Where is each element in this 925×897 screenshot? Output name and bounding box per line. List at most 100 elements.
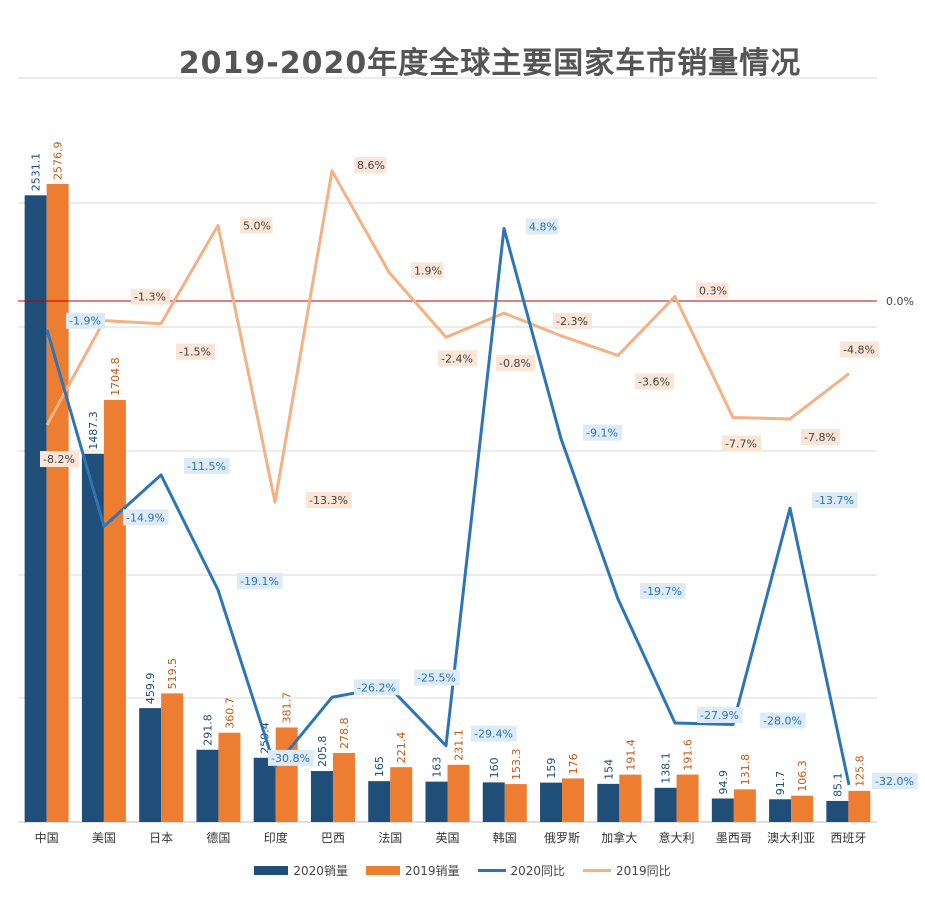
bar-2020 [253,757,276,822]
category-label: 西班牙 [830,831,866,845]
bar-2020 [826,800,849,822]
bar-value-label: 153.3 [510,749,523,781]
line-label-bg [872,773,918,789]
bar-value-label: 191.4 [624,739,637,771]
line-label-bg [722,435,761,452]
line-label-bg [354,679,400,696]
bar-value-label: 221.4 [395,732,408,764]
line-label-bg [697,706,743,723]
line-value-label: -11.5% [187,460,226,473]
line-label-bg [496,355,535,372]
category-label: 印度 [264,830,288,845]
legend-item-2019-yoy: 2019同比 [583,862,671,879]
bar-2019 [676,774,699,822]
bar-2020 [139,708,162,822]
bar-2019 [619,774,642,822]
category-label: 巴西 [321,831,345,845]
bar-value-label: 1487.3 [87,411,100,450]
line-label-bg [583,424,622,441]
bar-2019 [161,693,184,822]
bar-2019 [218,732,241,822]
line-label-bg [411,262,444,279]
category-label: 韩国 [493,830,517,845]
line-value-label: -7.8% [804,431,836,444]
category-label: 加拿大 [601,830,637,845]
bar-2020 [769,799,792,822]
bar-2020 [196,749,219,822]
line-value-label: -3.6% [638,375,670,388]
line-value-label: -8.2% [43,453,75,466]
line-labels: -8.2% -1.3% -1.5% 5.0% -13.3% 8.6% 1.9% -2.4% -0… [40,156,918,789]
line-label-bg [438,350,477,367]
line-label-bg [760,712,806,729]
line-value-label: 1.9% [414,264,442,277]
bar-value-label: 519.5 [166,658,179,690]
line-value-label: -7.7% [725,437,757,450]
line-value-label: -0.8% [499,357,531,370]
category-label: 日本 [149,831,173,845]
bar-value-label: 154 [602,759,615,780]
lines [45,169,851,786]
line-label-bg [66,312,105,329]
category-label: 意大利 [659,830,695,845]
legend-label: 2020同比 [510,864,566,878]
line-label-bg [237,572,283,589]
bar-2020 [597,783,620,822]
line-value-label: -25.5% [417,672,456,685]
legend-swatch [583,869,612,872]
line-value-label: -27.9% [700,709,739,722]
line-value-label: -1.9% [69,315,101,328]
bars [24,183,871,823]
legend-label: 2019销量 [404,864,460,878]
line-value-label: -28.0% [763,715,802,728]
bar-value-label: 176 [567,753,580,774]
line-value-label: -19.1% [240,575,279,588]
bar-value-label: 160 [488,757,501,778]
line-value-label: -1.5% [179,346,211,359]
line-label-bg [40,451,79,468]
line-value-label: -29.4% [474,728,513,741]
bar-value-label: 131.8 [739,754,752,786]
line-value-label: 5.0% [243,219,271,232]
line-label-bg [526,218,559,235]
bar-2020 [425,781,448,822]
line-value-label: -13.7% [815,494,854,507]
line-label-bg [471,725,517,742]
line-label-bg [801,428,840,445]
category-labels: 中国 美国 日本 德国 印度 巴西 法国 英国 韩国 俄罗斯 加拿大 意大利 墨西哥 澳大利亚 西班牙 [35,830,867,845]
line-value-label: -19.7% [643,585,682,598]
line-value-label: 0.3% [699,284,727,297]
bar-value-label: 165 [373,756,386,777]
line-value-label: -2.3% [556,315,588,328]
legend-item-2020-yoy: 2020同比 [477,862,566,879]
bar-2020 [24,195,47,823]
category-label: 法国 [378,831,402,845]
bar-value-label: 2531.1 [30,153,43,192]
legend-swatch [254,866,289,875]
bar-value-label: 205.8 [316,736,329,768]
line-value-label: -13.3% [309,494,348,507]
bar-value-label: 278.8 [338,717,351,749]
line-value-label: -1.3% [134,291,166,304]
bar-value-label: 91.7 [774,771,787,796]
bar-value-label: 163 [431,757,444,778]
bar-value-label: 191.6 [682,739,695,771]
line-label-bg [812,492,858,509]
line-value-label: 8.6% [357,159,385,172]
legend-item-2019-sales: 2019销量 [365,862,460,879]
bar-2020 [711,798,734,822]
bar-2020 [482,782,505,822]
bar-value-label: 125.8 [853,755,866,787]
line-label-bg [354,156,387,173]
line-label-bg [123,509,169,526]
line-label-bg [840,341,879,358]
line-value-label: -14.9% [126,511,165,524]
line-label-bg [414,669,460,686]
bar-2020 [540,782,563,822]
legend-item-2020-sales: 2020销量 [254,862,348,879]
line-label-bg [553,312,592,329]
bar-value-label: 94.9 [717,770,730,795]
legend-label: 2020销量 [293,864,348,878]
